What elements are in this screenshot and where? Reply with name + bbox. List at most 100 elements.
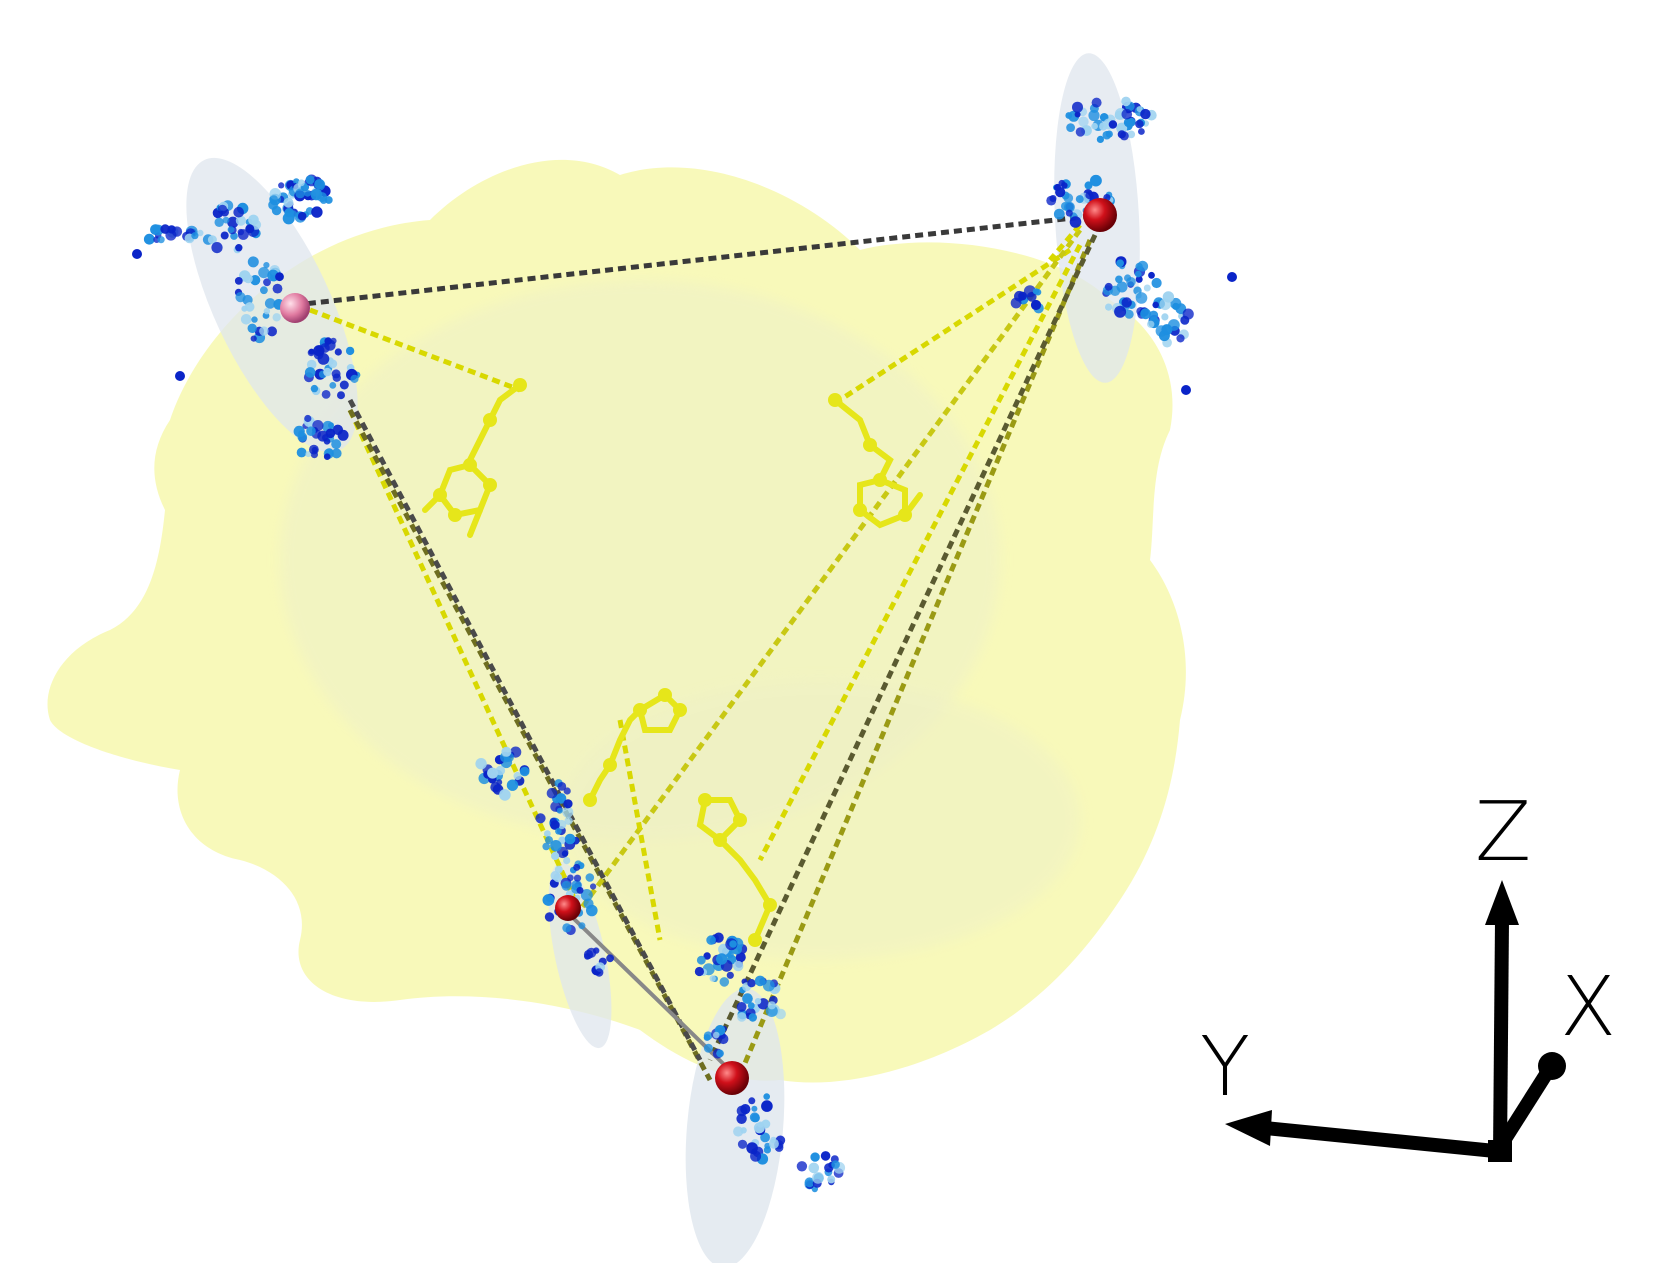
y-arrow-head <box>1225 1110 1272 1146</box>
cloud-point <box>328 359 338 369</box>
cloud-point <box>1168 319 1180 331</box>
cloud-point <box>305 451 312 458</box>
cloud-point <box>1072 101 1083 113</box>
cloud-point <box>553 873 563 883</box>
cloud-point <box>733 960 744 972</box>
cloud-point <box>1084 181 1093 190</box>
cloud-point <box>272 283 283 294</box>
cloud-point <box>831 1160 840 1169</box>
cloud-point <box>1152 301 1159 309</box>
cloud-point <box>475 758 487 770</box>
cloud-point <box>234 277 243 285</box>
cloud-point <box>563 857 571 865</box>
cloud-point <box>211 242 223 254</box>
cloud-point <box>544 830 551 838</box>
cloud-point <box>562 923 572 933</box>
cloud-point <box>1105 303 1113 311</box>
cloud-point <box>329 382 337 389</box>
cloud-point <box>350 374 359 383</box>
cloud-point <box>312 420 324 432</box>
cloud-point <box>1124 309 1134 319</box>
cloud-point <box>763 1146 772 1154</box>
cloud-point <box>1176 334 1185 343</box>
cloud-point <box>1091 97 1102 108</box>
cloud-point <box>1066 123 1075 132</box>
cloud-point <box>573 874 582 882</box>
cloud-point <box>550 820 560 830</box>
cloud-point <box>1135 275 1143 283</box>
z-arrow-head <box>1485 880 1519 925</box>
cloud-point <box>501 746 512 757</box>
cloud-point <box>1137 260 1149 272</box>
cloud-point <box>706 935 716 945</box>
cloud-point <box>562 806 574 818</box>
cloud-point <box>314 179 325 190</box>
cloud-point <box>812 1171 824 1184</box>
cloud-point <box>1034 288 1042 296</box>
cloud-point <box>748 1013 757 1022</box>
cloud-point <box>555 828 562 835</box>
cloud-point <box>309 444 319 455</box>
cloud-point <box>763 1093 770 1100</box>
cloud-point <box>542 842 550 851</box>
cloud-point <box>306 359 317 370</box>
cloud-point <box>271 205 282 216</box>
cloud-point <box>1014 290 1025 302</box>
cloud-point <box>293 178 300 185</box>
cloud-outlier-point <box>1227 272 1237 282</box>
cloud-point <box>1116 259 1124 268</box>
cloud-point <box>1115 275 1123 284</box>
cloud-point <box>1149 310 1159 320</box>
cloud-point <box>321 390 331 399</box>
cloud-point <box>1136 106 1143 113</box>
cloud-point <box>1116 122 1128 134</box>
cloud-point <box>264 298 276 309</box>
cloud-point <box>1026 291 1037 302</box>
cloud-point <box>260 286 268 295</box>
spin-center-1 <box>280 293 310 323</box>
cloud-point <box>696 955 706 965</box>
cloud-point <box>1135 119 1144 129</box>
cloud-point <box>576 886 584 894</box>
cloud-point <box>545 836 553 845</box>
cloud-point <box>556 807 563 814</box>
cloud-point <box>272 313 281 322</box>
cloud-point <box>1053 208 1065 220</box>
cloud-point <box>762 979 775 992</box>
cloud-point <box>808 1162 820 1174</box>
cloud-point <box>1135 270 1142 278</box>
cloud-point <box>1105 130 1113 138</box>
axis-origin <box>1488 1140 1512 1162</box>
x-axis-dot <box>1538 1052 1566 1080</box>
cloud-point <box>709 975 716 982</box>
cloud-point <box>1075 127 1086 137</box>
cloud-point <box>1104 282 1113 291</box>
cloud-point <box>247 323 257 333</box>
cloud-point <box>551 851 560 861</box>
cloud-point <box>259 326 269 336</box>
cloud-point <box>197 229 204 237</box>
cloud-point <box>694 966 705 977</box>
cloud-point <box>245 224 255 234</box>
cloud-point <box>345 346 355 356</box>
cloud-point <box>1121 108 1133 120</box>
cloud-point <box>754 975 766 987</box>
cloud-point <box>310 188 323 201</box>
cloud-point <box>240 314 252 325</box>
cloud-point <box>810 1152 820 1162</box>
cloud-point <box>750 1150 762 1162</box>
cloud-point <box>561 850 569 857</box>
cloud-point <box>820 1151 831 1161</box>
cloud-point <box>227 226 235 234</box>
cloud-point <box>606 954 614 963</box>
cloud-point <box>583 898 594 909</box>
cloud-point <box>1140 108 1151 120</box>
cloud-point <box>307 349 315 357</box>
cloud-point <box>554 865 563 874</box>
cloud-point <box>542 894 555 906</box>
cloud-point <box>487 767 499 779</box>
cloud-point <box>1030 299 1042 311</box>
cloud-point <box>757 1121 764 1128</box>
